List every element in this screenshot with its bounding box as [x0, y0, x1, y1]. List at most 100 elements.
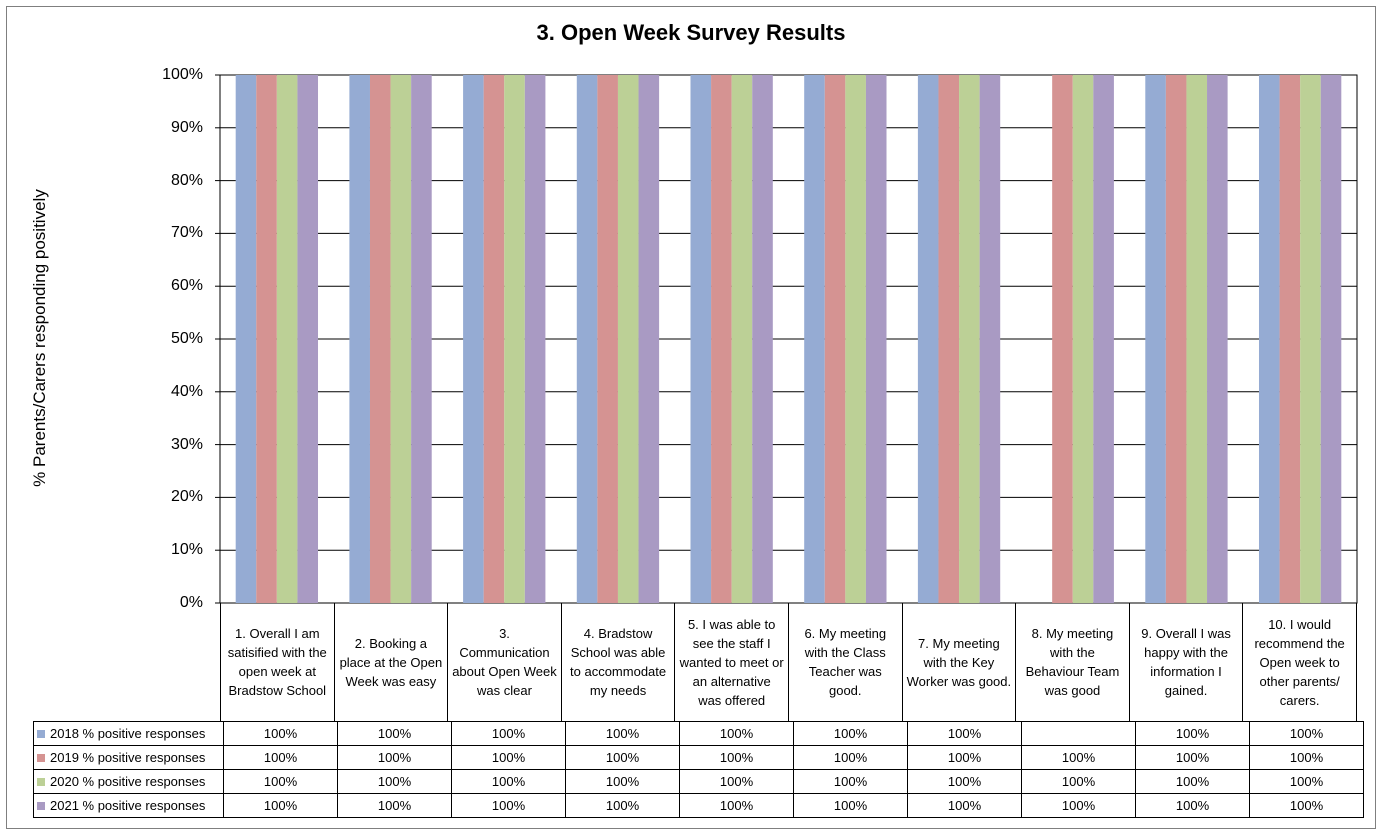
bar	[463, 75, 484, 603]
legend-entry: 2018 % positive responses	[33, 721, 224, 746]
data-label: 100%	[679, 769, 794, 794]
legend-swatch	[37, 754, 45, 762]
legend-label: 2021 % positive responses	[50, 798, 206, 813]
bar	[390, 75, 412, 603]
data-label: 100%	[1249, 793, 1364, 818]
data-label: 100%	[451, 721, 566, 746]
bar	[804, 75, 825, 603]
bar	[1072, 75, 1094, 603]
data-label: 100%	[793, 769, 908, 794]
bar	[576, 75, 598, 603]
data-label: 100%	[679, 745, 794, 770]
bar	[1145, 75, 1166, 603]
bar	[411, 75, 432, 603]
y-tick-label: 70%	[170, 224, 203, 242]
data-label: 100%	[565, 745, 680, 770]
bar	[597, 75, 618, 603]
data-label: 100%	[565, 721, 680, 746]
data-label: 100%	[223, 769, 338, 794]
bar	[504, 75, 525, 603]
data-label: 100%	[1249, 745, 1364, 770]
legend-entry: 2021 % positive responses	[33, 793, 224, 818]
category-label: 7. My meeting with the Key Worker was go…	[901, 603, 1016, 721]
data-table-row: 2019 % positive responses 100% 100% 100% 100…	[33, 745, 1364, 770]
data-label: 100%	[223, 745, 338, 770]
bar	[1258, 75, 1280, 603]
data-label: 100%	[223, 793, 338, 818]
data-label: 100%	[907, 721, 1022, 746]
legend-entry: 2020 % positive responses	[33, 769, 224, 794]
bar	[938, 75, 960, 603]
legend-swatch	[37, 802, 45, 810]
data-label: 100%	[337, 793, 452, 818]
bar	[979, 75, 1001, 603]
bar	[483, 75, 505, 603]
y-tick-label: 10%	[170, 541, 203, 559]
category-label: 3. Communication about Open Week was cle…	[447, 603, 561, 721]
data-label: 100%	[1249, 769, 1364, 794]
data-label: 100%	[1135, 769, 1250, 794]
data-label: 100%	[1135, 793, 1250, 818]
y-tick-label: 80%	[170, 171, 203, 189]
y-tick-label: 20%	[170, 488, 203, 506]
bar	[369, 75, 391, 603]
bar	[349, 75, 370, 603]
y-tick-label: 30%	[170, 435, 203, 453]
legend-swatch	[37, 730, 45, 738]
data-label: 100%	[451, 745, 566, 770]
bar	[917, 75, 939, 603]
data-label: 100%	[1135, 745, 1250, 770]
bar	[1186, 75, 1208, 603]
bar	[256, 75, 277, 603]
data-label: 100%	[679, 721, 794, 746]
data-label	[1021, 721, 1136, 746]
bar	[1320, 75, 1342, 603]
bar	[1093, 75, 1114, 603]
bar	[731, 75, 753, 603]
legend-entry: 2019 % positive responses	[33, 745, 224, 770]
y-tick-label: 60%	[170, 277, 203, 295]
data-label: 100%	[337, 745, 452, 770]
bar	[711, 75, 732, 603]
bar	[865, 75, 887, 603]
category-label: 5. I was able to see the staff I wanted …	[674, 603, 788, 721]
data-table-row: 2018 % positive responses 100% 100% 100% 100…	[33, 721, 1364, 746]
data-label: 100%	[337, 769, 452, 794]
data-label: 100%	[907, 745, 1022, 770]
data-label: 100%	[793, 793, 908, 818]
bar	[824, 75, 846, 603]
category-label-row: 1. Overall I am satisified with the open…	[220, 603, 1357, 721]
data-label: 100%	[1249, 721, 1364, 746]
y-tick-label: 40%	[170, 382, 203, 400]
data-label: 100%	[565, 769, 680, 794]
data-label: 100%	[907, 793, 1022, 818]
data-label: 100%	[1021, 745, 1136, 770]
data-label: 100%	[451, 769, 566, 794]
data-label: 100%	[793, 721, 908, 746]
bar	[690, 75, 712, 603]
chart-title: 3. Open Week Survey Results	[536, 20, 846, 45]
bar	[235, 75, 257, 603]
data-label: 100%	[1021, 793, 1136, 818]
bar	[1207, 75, 1228, 603]
legend-label: 2018 % positive responses	[50, 726, 206, 741]
y-tick-label: 100%	[162, 66, 203, 83]
category-label: 1. Overall I am satisified with the open…	[220, 603, 334, 721]
category-label: 10. I would recommend the Open week to o…	[1242, 603, 1357, 721]
bar	[1165, 75, 1187, 603]
category-label: 8. My meeting with the Behaviour Team wa…	[1015, 603, 1129, 721]
y-tick-label: 0%	[179, 594, 203, 611]
bar	[845, 75, 866, 603]
bar	[752, 75, 773, 603]
data-label: 100%	[337, 721, 452, 746]
legend-swatch	[37, 778, 45, 786]
y-tick-label: 50%	[170, 330, 203, 347]
bar	[638, 75, 660, 603]
bar	[1300, 75, 1321, 603]
bar	[959, 75, 980, 603]
data-label: 100%	[1135, 721, 1250, 746]
data-label: 100%	[679, 793, 794, 818]
data-table: 2018 % positive responses 100% 100% 100% 100…	[33, 721, 1364, 818]
data-label: 100%	[1021, 769, 1136, 794]
